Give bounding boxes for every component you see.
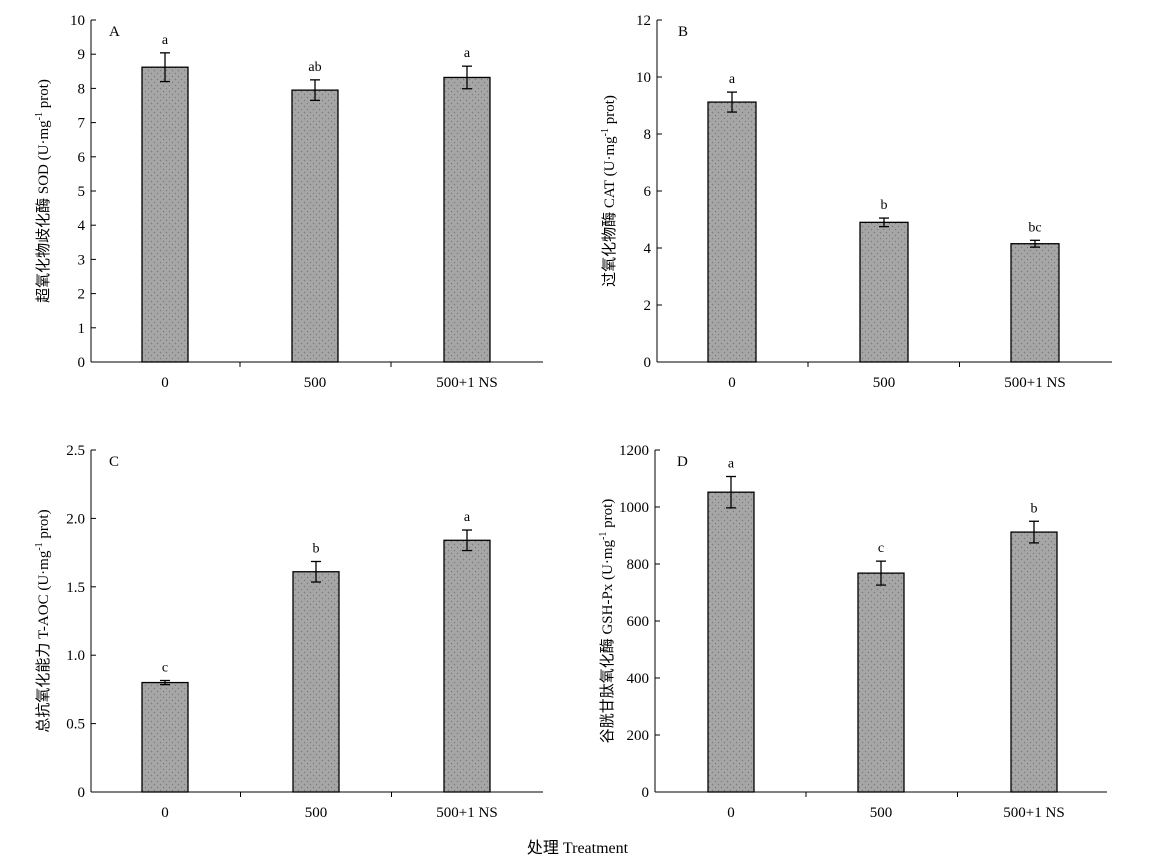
x-tick-label: 0 [161, 375, 169, 391]
x-tick-label: 0 [728, 375, 736, 391]
significance-label: b [881, 198, 888, 213]
bar [1010, 531, 1058, 793]
significance-label: b [313, 541, 320, 556]
shared-x-axis-label: 处理 Treatment [526, 840, 629, 857]
panel-letter: B [678, 24, 688, 40]
chart-panel-cat: 0 2 4 6 8 10 12 a 0 b 500 bc 500+1 NS B 过氧化物酶 CAT (U·m… [600, 13, 1112, 391]
y-tick-label: 8 [644, 127, 652, 143]
y-tick-label: 0 [78, 785, 86, 801]
x-tick-label: 500 [305, 805, 328, 821]
y-tick-label: 0.5 [66, 717, 85, 733]
chart-panel-sod: 0 1 2 3 4 5 6 7 8 9 10 a 0 ab 500 a 500+1 NS A 超氧化物歧化酶 SOD… [34, 13, 543, 391]
chart-panel-taoc: 0 0.5 1.0 1.5 2.0 2.5 c 0 b 500 a 500+1 NS C 总抗氧化能力 T… [34, 443, 543, 821]
bar [141, 681, 189, 793]
x-tick-label: 500+1 NS [436, 805, 497, 821]
panel-letter: C [109, 454, 119, 470]
bar [1010, 243, 1060, 363]
x-tick-label: 500 [304, 375, 327, 391]
significance-label: a [162, 33, 169, 48]
y-tick-label: 4 [78, 218, 86, 234]
significance-label: b [1031, 501, 1038, 516]
bar [707, 101, 757, 363]
y-axis-label: 超氧化物歧化酶 SOD (U·mg-1 prot) [34, 79, 52, 303]
y-tick-label: 0 [78, 355, 86, 371]
y-axis-label: 过氧化物酶 CAT (U·mg-1 prot) [600, 95, 618, 287]
chart-panel-gshpx: 0 200 400 600 800 1000 1200 a 0 c 500 b 500+1 NS D 谷胱甘… [598, 443, 1107, 821]
x-tick-label: 500 [873, 375, 896, 391]
y-tick-label: 800 [627, 557, 650, 573]
y-tick-label: 10 [70, 13, 85, 29]
y-axis-label: 总抗氧化能力 T-AOC (U·mg-1 prot) [34, 509, 52, 732]
bar [857, 572, 905, 793]
y-tick-label: 200 [627, 728, 650, 744]
y-tick-label: 3 [78, 252, 86, 268]
y-tick-label: 5 [78, 184, 86, 200]
x-tick-label: 500+1 NS [1004, 375, 1065, 391]
significance-label: a [729, 72, 736, 87]
y-tick-label: 600 [627, 614, 650, 630]
bar [292, 571, 340, 793]
x-tick-label: 0 [727, 805, 735, 821]
y-tick-label: 8 [78, 81, 86, 97]
significance-label: a [728, 457, 735, 472]
y-tick-label: 2.0 [66, 511, 85, 527]
panel-letter: D [677, 454, 688, 470]
y-tick-label: 0 [644, 355, 652, 371]
y-axis-label: 谷胱甘肽氧化酶 GSH-Px (U·mg-1 prot) [598, 499, 616, 744]
y-tick-label: 12 [636, 13, 651, 29]
y-tick-label: 1 [78, 321, 86, 337]
bar [141, 66, 189, 363]
y-tick-label: 1200 [619, 443, 649, 459]
x-tick-label: 500 [870, 805, 893, 821]
y-tick-label: 6 [78, 150, 86, 166]
significance-label: bc [1028, 220, 1041, 235]
panel-letter: A [109, 24, 120, 40]
bar [707, 491, 755, 793]
y-tick-label: 1000 [619, 500, 649, 516]
x-tick-label: 0 [161, 805, 169, 821]
y-tick-label: 2 [644, 298, 652, 314]
bar [443, 76, 491, 363]
y-tick-label: 400 [627, 671, 650, 687]
y-tick-label: 2 [78, 287, 86, 303]
x-tick-label: 500+1 NS [436, 375, 497, 391]
y-tick-label: 6 [644, 184, 652, 200]
significance-label: ab [308, 60, 321, 75]
significance-label: c [878, 541, 884, 556]
y-tick-label: 10 [636, 70, 651, 86]
significance-label: c [162, 661, 168, 676]
significance-label: a [464, 46, 471, 61]
y-tick-label: 7 [78, 116, 86, 132]
y-tick-label: 4 [644, 241, 652, 257]
significance-label: a [464, 510, 471, 525]
y-tick-label: 9 [78, 47, 86, 63]
y-tick-label: 1.0 [66, 648, 85, 664]
bar [443, 539, 491, 793]
y-tick-label: 2.5 [66, 443, 85, 459]
x-tick-label: 500+1 NS [1003, 805, 1064, 821]
y-tick-label: 0 [642, 785, 650, 801]
y-tick-label: 1.5 [66, 580, 85, 596]
bar [859, 221, 909, 363]
bar [291, 89, 339, 363]
